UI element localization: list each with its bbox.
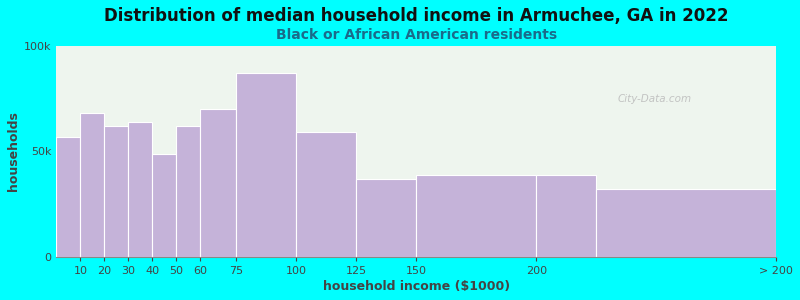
Text: Black or African American residents: Black or African American residents	[276, 28, 557, 42]
Bar	[81, 113, 105, 257]
Bar	[296, 132, 356, 257]
Title: Distribution of median household income in Armuchee, GA in 2022: Distribution of median household income …	[104, 7, 729, 25]
Bar	[201, 109, 236, 257]
Bar	[105, 126, 129, 257]
Bar	[177, 126, 201, 257]
Bar	[57, 136, 81, 257]
Bar	[416, 175, 536, 257]
Text: City-Data.com: City-Data.com	[618, 94, 692, 104]
Bar	[356, 179, 416, 257]
Y-axis label: households: households	[7, 112, 20, 191]
Bar	[596, 189, 776, 257]
X-axis label: household income ($1000): household income ($1000)	[322, 280, 510, 293]
Bar	[129, 122, 153, 257]
Bar	[236, 74, 296, 257]
Bar	[153, 154, 177, 257]
Bar	[536, 175, 596, 257]
